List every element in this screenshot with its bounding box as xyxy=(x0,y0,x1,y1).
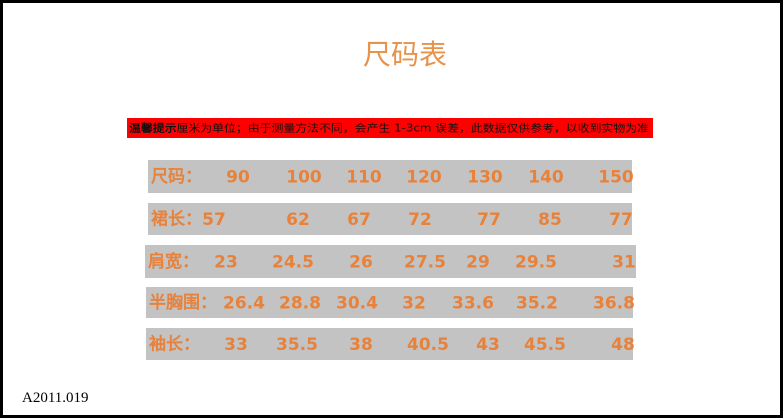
row-label: 尺码： xyxy=(151,167,202,187)
row-bar xyxy=(148,160,632,193)
cell: 31 xyxy=(612,253,636,273)
row-label: 半胸围： xyxy=(149,292,217,313)
notice: 温馨提示 厘米为单位；由于测量方法不同，会产生 1-3cm 误差，此数据仅供参考，… xyxy=(129,122,649,135)
cell: 120 xyxy=(406,168,442,188)
cell: 62 xyxy=(286,210,310,230)
cell: 29.5 xyxy=(515,253,557,273)
row-label: 裙长： xyxy=(151,209,202,230)
row-bar xyxy=(146,328,633,360)
cell: 36.8 xyxy=(593,294,635,314)
cell: 27.5 xyxy=(404,253,446,273)
cell: 38 xyxy=(349,335,373,355)
cell: 28.8 xyxy=(279,294,321,314)
footer: A2011.019 xyxy=(22,390,89,406)
notice-lead: 温馨提示 xyxy=(129,122,177,135)
cell: 110 xyxy=(346,168,382,188)
cell: 85 xyxy=(538,210,562,230)
cell: 57 xyxy=(202,210,226,230)
cell: 77 xyxy=(477,210,501,230)
cell: 26 xyxy=(349,253,373,273)
cell: 29 xyxy=(466,253,490,273)
notice-bar xyxy=(127,118,653,138)
cell: 30.4 xyxy=(336,294,378,314)
cell: 130 xyxy=(467,168,503,188)
cell: 24.5 xyxy=(272,253,314,273)
cell: 35.2 xyxy=(516,294,558,314)
cell: 33 xyxy=(224,335,248,355)
notice-text: 厘米为单位；由于测量方法不同，会产生 1-3cm 误差，此数据仅供参考，以收到实… xyxy=(176,122,649,135)
cell: 32 xyxy=(402,294,426,314)
cell: 40.5 xyxy=(407,335,449,355)
cell: 26.4 xyxy=(223,294,265,314)
cell: 33.6 xyxy=(452,294,494,314)
cell: 100 xyxy=(286,168,322,188)
row-label: 袖长： xyxy=(149,334,200,355)
row-bar xyxy=(145,245,636,278)
cell: 43 xyxy=(476,335,500,355)
cell: 140 xyxy=(528,168,564,188)
cell: 90 xyxy=(226,168,250,188)
row-bar xyxy=(148,203,632,235)
cell: 48 xyxy=(611,335,635,355)
cell: 72 xyxy=(408,210,432,230)
title: 尺码表 xyxy=(363,38,447,71)
cell: 77 xyxy=(609,210,633,230)
cell: 45.5 xyxy=(524,335,566,355)
cell: 23 xyxy=(214,253,238,273)
row-bar xyxy=(146,287,633,318)
cell: 67 xyxy=(347,210,371,230)
cell: 35.5 xyxy=(276,335,318,355)
row-label: 肩宽： xyxy=(148,251,199,272)
cell: 150 xyxy=(598,168,634,188)
